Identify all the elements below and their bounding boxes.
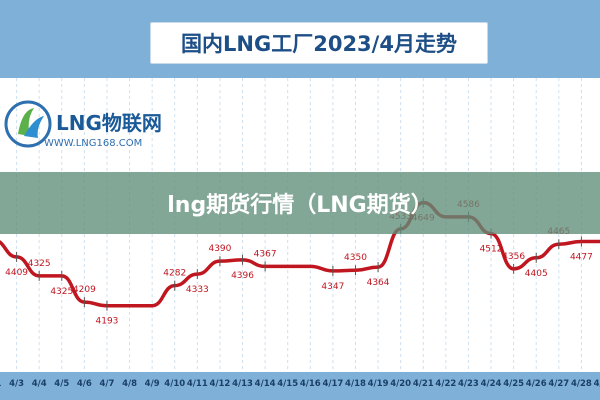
x-tick-label: 4/23 [458,379,479,389]
x-tick-label: 4/7 [99,379,114,389]
x-tick-label: 4/9 [145,379,160,389]
chart-title: 国内LNG工厂2023/4月走势 [150,22,488,64]
data-label: 4193 [96,317,119,327]
x-tick-label: 4/21 [413,379,434,389]
x-tick-label: 4/14 [255,379,276,389]
x-tick-label: 4/17 [322,379,343,389]
x-tick-label: 4/3 [9,379,24,389]
data-label: 4364 [367,278,390,288]
x-axis-strip: 4/1 4/3 4/4 4/5 4/6 4/7 4/8 4/9 4/104/114/124/13… [0,372,600,400]
x-tick-label: 4/28 [571,379,592,389]
x-tick-label: 4/19 [368,379,389,389]
x-tick-label: 4/27 [548,379,569,389]
data-label: 4350 [344,253,367,263]
data-label: 4396 [231,271,254,281]
x-tick-label: 4/29 [594,379,600,389]
x-axis: 4/1 4/3 4/4 4/5 4/6 4/7 4/8 4/9 4/104/114/124/13… [0,379,600,389]
data-label: 4347 [321,282,344,292]
x-tick-label: 4/6 [77,379,92,389]
x-tick-label: 4/11 [187,379,208,389]
data-label: 4356 [502,252,525,262]
data-label: 4512 [480,245,503,255]
overlay-caption: lng期货行情（LNG期货） [0,172,600,234]
x-tick-label: 4/10 [164,379,185,389]
x-tick-label: 4/20 [390,379,411,389]
x-tick-label: 4/1 [0,379,2,389]
logo-leaf-icon [18,108,34,136]
data-label: 4325 [50,287,73,297]
data-label: 4367 [254,249,277,259]
lng-logo: LNG物联网 WWW.LNG168.COM [4,100,162,149]
data-label: 4282 [163,269,186,279]
x-tick-label: 4/18 [345,379,366,389]
x-tick-label: 4/16 [300,379,321,389]
x-tick-label: 4/4 [32,379,47,389]
series-line [0,200,600,308]
data-label: 4333 [186,285,209,295]
data-label: 4390 [208,244,231,254]
data-label: 4409 [5,268,28,278]
x-tick-label: 4/24 [481,379,502,389]
logo-site: WWW.LNG168.COM [44,138,142,149]
x-tick-label: 4/25 [503,379,524,389]
logo-brand: LNG物联网 [56,111,162,135]
data-label: 4405 [525,269,548,279]
x-tick-label: 4/15 [277,379,298,389]
logo-flame-icon [24,116,44,138]
x-tick-label: 4/26 [526,379,547,389]
data-label: 4477 [570,253,593,263]
x-tick-label: 4/12 [209,379,230,389]
x-tick-label: 4/8 [122,379,137,389]
data-label: 4209 [73,285,96,295]
x-tick-label: 4/13 [232,379,253,389]
x-tick-label: 4/5 [54,379,69,389]
x-tick-label: 4/22 [435,379,456,389]
data-label: 4325 [28,259,51,269]
logo-ring-icon [4,100,52,148]
